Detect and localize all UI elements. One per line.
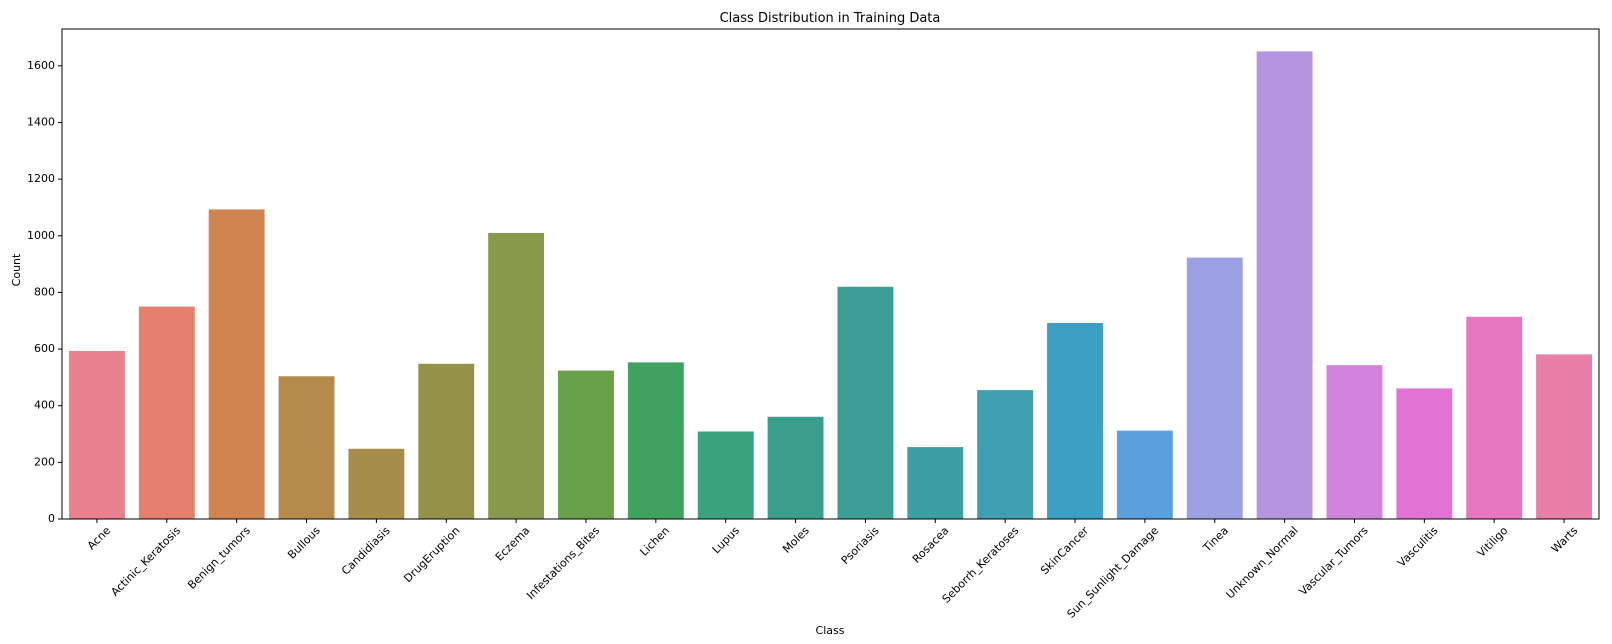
bar-vascular-tumors [1326, 365, 1383, 519]
bar-rosacea [907, 447, 964, 519]
bar-lichen [627, 362, 684, 519]
x-tick-label: Vasculitis [1395, 524, 1441, 570]
y-tick-label: 1200 [27, 172, 55, 185]
y-tick-label: 1000 [27, 229, 55, 242]
bar-seborrh-keratoses [977, 390, 1034, 519]
bar-drugeruption [418, 363, 475, 519]
x-tick-label: Eczema [493, 524, 533, 564]
bar-skincancer [1047, 323, 1103, 519]
bar-acne [68, 351, 125, 519]
bar-moles [767, 416, 824, 519]
bars-group [68, 51, 1593, 520]
x-tick-label: Lichen [637, 524, 672, 559]
bar-sun-sunlight-damage [1116, 430, 1173, 519]
bar-eczema [488, 232, 545, 519]
bar-bullous [278, 376, 335, 519]
x-tick-label: DrugEruption [401, 524, 462, 585]
x-tick-label: Psoriasis [839, 524, 882, 567]
bar-vasculitis [1396, 388, 1453, 519]
x-tick-label: Unknown_Normal [1224, 524, 1301, 601]
x-tick-label: Infestations_Bites [524, 524, 602, 602]
y-tick-label: 800 [34, 285, 55, 298]
x-tick-label: Benign_tumors [185, 524, 253, 592]
x-tick-label: Candidiasis [339, 524, 393, 578]
y-axis-ticks: 0 200 400 600 800 1000 1200 1400 1600 [27, 59, 62, 525]
bar-psoriasis [837, 286, 894, 519]
bar-tinea [1186, 257, 1243, 519]
y-tick-label: 1400 [27, 115, 55, 128]
x-tick-label: Vascular_Tumors [1297, 524, 1371, 598]
chart-title: Class Distribution in Training Data [720, 11, 941, 26]
x-tick-label: SkinCancer [1038, 524, 1091, 577]
y-tick-label: 200 [34, 455, 55, 468]
bar-infestations-bites [558, 370, 614, 519]
y-tick-label: 1600 [27, 59, 55, 72]
x-tick-label: Acne [85, 524, 114, 553]
bar-lupus [697, 431, 754, 519]
bar-warts [1536, 354, 1593, 519]
bar-unknown-normal [1256, 51, 1313, 519]
x-tick-label: Moles [780, 524, 812, 556]
x-tick-label: Warts [1549, 524, 1581, 556]
y-tick-label: 0 [48, 512, 55, 525]
bar-candidiasis [348, 448, 405, 519]
x-tick-label: Lupus [710, 524, 742, 556]
x-tick-label: Vitiligo [1475, 524, 1511, 560]
y-axis-label: Count [10, 253, 23, 286]
x-tick-label: Actinic_Keratosis [108, 524, 183, 599]
bar-benign-tumors [208, 209, 265, 520]
x-tick-label: Tinea [1200, 524, 1231, 555]
bar-vitiligo [1466, 316, 1523, 519]
x-tick-label: Rosacea [910, 524, 952, 566]
x-tick-label: Bullous [285, 524, 323, 562]
plot-frame [61, 28, 1600, 520]
x-axis-label: Class [816, 624, 845, 637]
bar-actinic-keratosis [138, 306, 195, 519]
x-tick-label: Seborrh_Keratoses [940, 524, 1022, 606]
y-tick-label: 400 [34, 399, 55, 412]
y-tick-label: 600 [34, 342, 55, 355]
